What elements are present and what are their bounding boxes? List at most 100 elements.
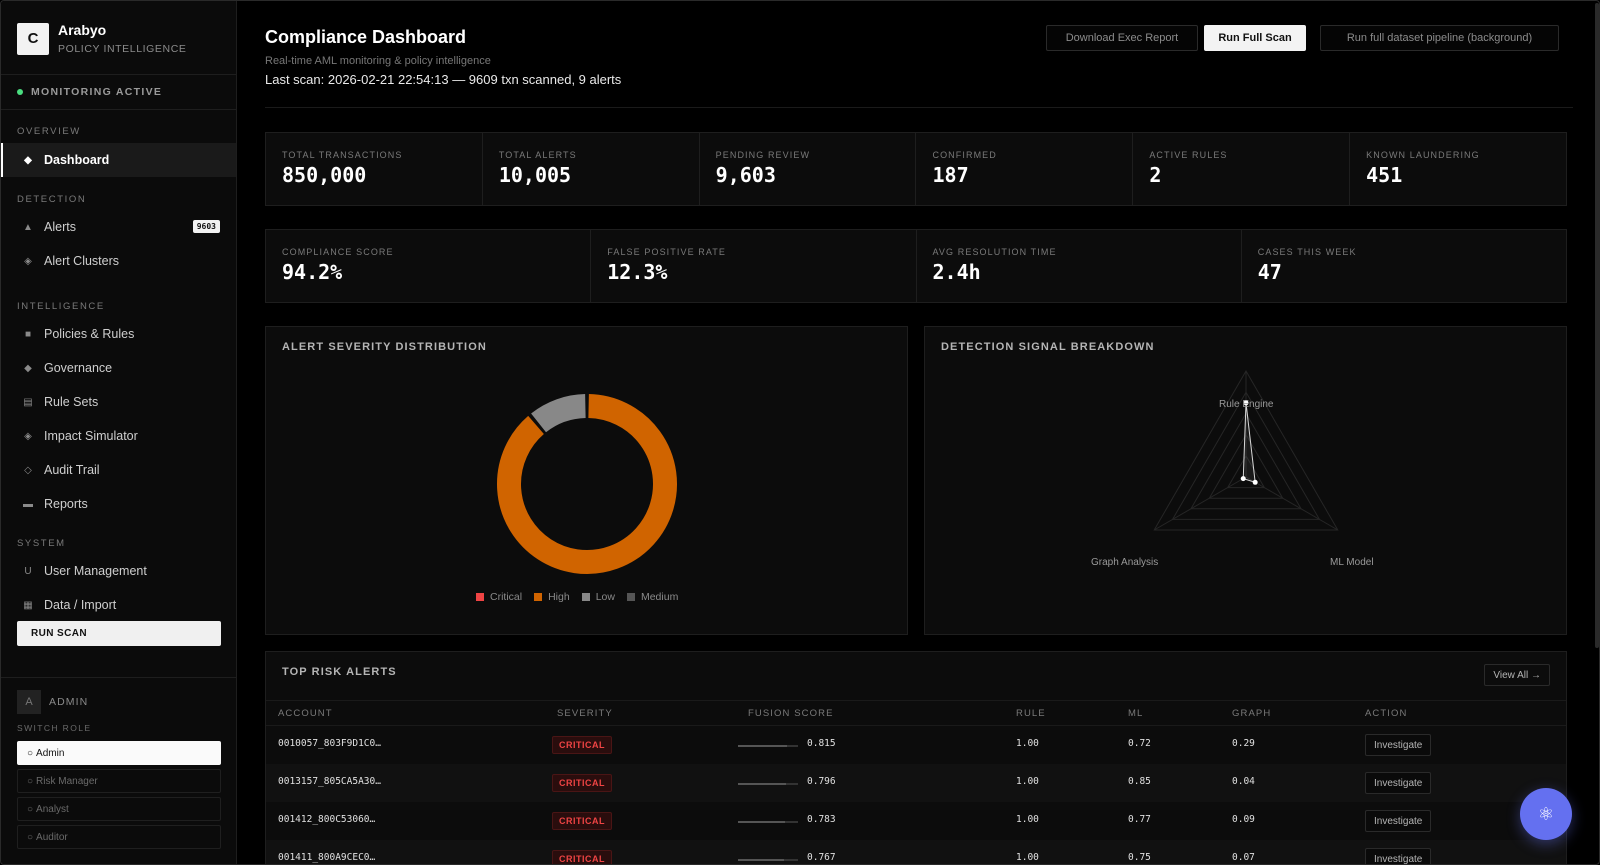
table-row[interactable]: 001411_800A9CEC0… CRITICAL 0.767 1.00 0.75 0.… (266, 840, 1566, 864)
stat-label: TOTAL TRANSACTIONS (282, 150, 403, 160)
sidebar-item-impact-simulator[interactable]: ◈ Impact Simulator (1, 419, 236, 453)
stat-card: COMPLIANCE SCORE 94.2% (266, 230, 592, 302)
legend-swatch (534, 593, 543, 601)
sidebar-item-reports[interactable]: ▬ Reports (1, 487, 236, 521)
legend-swatch (476, 593, 484, 601)
column-header: RULE (1016, 708, 1046, 719)
radar-series-area (1242, 402, 1256, 484)
sidebar-item-governance[interactable]: ◆ Governance (1, 351, 236, 385)
column-header: ACTION (1365, 708, 1408, 719)
run-pipeline-button[interactable]: Run full dataset pipeline (background) (1320, 25, 1559, 51)
legend-item[interactable]: Medium (626, 591, 678, 603)
radar-axis-label: ML Model (1330, 557, 1374, 568)
role-risk-manager-button[interactable]: ○ Risk Manager (17, 769, 221, 793)
download-exec-report-button[interactable]: Download Exec Report (1046, 25, 1198, 51)
stat-label: ACTIVE RULES (1149, 150, 1228, 160)
run-scan-button[interactable]: RUN SCAN (17, 621, 221, 646)
header-divider (265, 107, 1573, 108)
stat-card: AVG RESOLUTION TIME 2.4h (917, 230, 1242, 302)
table-row[interactable]: 0013157_805CA5A30… CRITICAL 0.796 1.00 0.85 0… (266, 764, 1566, 802)
run-full-scan-button[interactable]: Run Full Scan (1204, 25, 1306, 51)
target-icon: ◈ (24, 430, 32, 442)
role-auditor-button[interactable]: ○ Auditor (17, 825, 221, 849)
sidebar-item-dashboard[interactable]: ◆ Dashboard (1, 143, 236, 177)
radar-point[interactable] (1252, 479, 1258, 485)
donut-slice-high[interactable] (497, 394, 677, 574)
fusion-score-fill (738, 745, 787, 747)
sidebar-item-data-import[interactable]: ▦ Data / Import (1, 588, 236, 622)
report-icon: ▬ (23, 498, 33, 510)
legend-item[interactable]: High (534, 591, 570, 603)
alerts-count-badge: 9603 (192, 220, 220, 233)
nav-section-overview: OVERVIEW (17, 126, 81, 137)
stat-label: KNOWN LAUNDERING (1366, 150, 1480, 160)
diamond-icon: ◆ (24, 154, 32, 166)
severity-donut-chart (497, 394, 677, 574)
stat-label: FALSE POSITIVE RATE (607, 247, 727, 257)
assistant-fab-button[interactable]: ⚛ (1520, 788, 1572, 840)
sidebar-item-policies[interactable]: ■ Policies & Rules (1, 317, 236, 351)
stats-row-secondary: COMPLIANCE SCORE 94.2% FALSE POSITIVE RATE… (265, 229, 1567, 303)
legend-label: Critical (490, 591, 523, 603)
scrollbar[interactable] (1595, 3, 1599, 648)
sidebar-item-label: Alerts (44, 220, 76, 234)
radar-point[interactable] (1243, 400, 1249, 406)
role-label: Auditor (36, 831, 68, 843)
monitoring-status: MONITORING ACTIVE (1, 75, 236, 110)
legend-label: High (548, 591, 570, 603)
radar-axis-line (1153, 476, 1247, 531)
sidebar: C Arabyo POLICY INTELLIGENCE MONITORING … (1, 1, 237, 864)
fusion-score-bar (738, 745, 798, 747)
view-all-button[interactable]: View All → (1484, 664, 1550, 686)
fusion-score-bar (738, 859, 798, 861)
user-icon: U (24, 565, 32, 577)
sidebar-item-label: Policies & Rules (44, 327, 135, 341)
avatar: A (17, 690, 41, 714)
role-admin-button[interactable]: ○ Admin (17, 741, 221, 765)
legend-swatch (581, 593, 590, 601)
donut-slice-low[interactable] (531, 394, 587, 433)
investigate-button[interactable]: Investigate (1365, 848, 1432, 864)
stat-card: FALSE POSITIVE RATE 12.3% (591, 230, 917, 302)
legend-item[interactable]: Critical (476, 591, 522, 603)
ml-score-cell: 0.72 (1128, 738, 1151, 749)
nav-section-system: SYSTEM (17, 538, 66, 549)
rule-score-cell: 1.00 (1016, 852, 1039, 863)
stat-value: 187 (932, 163, 969, 187)
legend-swatch (626, 593, 635, 601)
legend-item[interactable]: Low (581, 591, 615, 603)
severity-badge: CRITICAL (552, 774, 612, 792)
table-row[interactable]: 0010057_803F9D1C0… CRITICAL 0.815 1.00 0.72 0… (266, 726, 1566, 764)
radar-grid-ring (1153, 370, 1339, 531)
stat-card: KNOWN LAUNDERING 451 (1350, 133, 1566, 205)
role-analyst-button[interactable]: ○ Analyst (17, 797, 221, 821)
sidebar-item-label: Audit Trail (44, 463, 100, 477)
stat-label: TOTAL ALERTS (498, 150, 577, 160)
ml-score-cell: 0.77 (1128, 814, 1151, 825)
fusion-score-fill (738, 859, 785, 861)
brand-subtitle: POLICY INTELLIGENCE (58, 43, 187, 55)
sidebar-item-label: Reports (44, 497, 88, 511)
signal-radar-chart (1153, 370, 1339, 531)
fusion-score-cell: 0.815 (807, 738, 836, 749)
fusion-score-cell: 0.796 (807, 776, 836, 787)
grid-icon: ▦ (23, 599, 33, 611)
investigate-button[interactable]: Investigate (1365, 772, 1432, 794)
sidebar-item-alerts[interactable]: ▲ Alerts 9603 (1, 210, 236, 244)
fusion-score-fill (738, 821, 785, 823)
sidebar-item-alert-clusters[interactable]: ◈ Alert Clusters (1, 244, 236, 278)
column-header: FUSION SCORE (748, 708, 834, 719)
sidebar-item-rule-sets[interactable]: ▤ Rule Sets (1, 385, 236, 419)
table-row[interactable]: 001412_800C53060… CRITICAL 0.783 1.00 0.77 0.… (266, 802, 1566, 840)
diamond-outline-icon: ◇ (24, 464, 32, 476)
sidebar-item-user-management[interactable]: U User Management (1, 554, 236, 588)
role-label: Analyst (36, 803, 69, 815)
radar-grid-ring (1226, 454, 1266, 489)
investigate-button[interactable]: Investigate (1365, 810, 1432, 832)
fusion-score-bar (738, 783, 798, 785)
radar-axis-label: Graph Analysis (1091, 557, 1159, 568)
sidebar-item-label: Rule Sets (44, 395, 99, 409)
radar-point[interactable] (1240, 476, 1246, 482)
investigate-button[interactable]: Investigate (1365, 734, 1432, 756)
sidebar-item-audit-trail[interactable]: ◇ Audit Trail (1, 453, 236, 487)
